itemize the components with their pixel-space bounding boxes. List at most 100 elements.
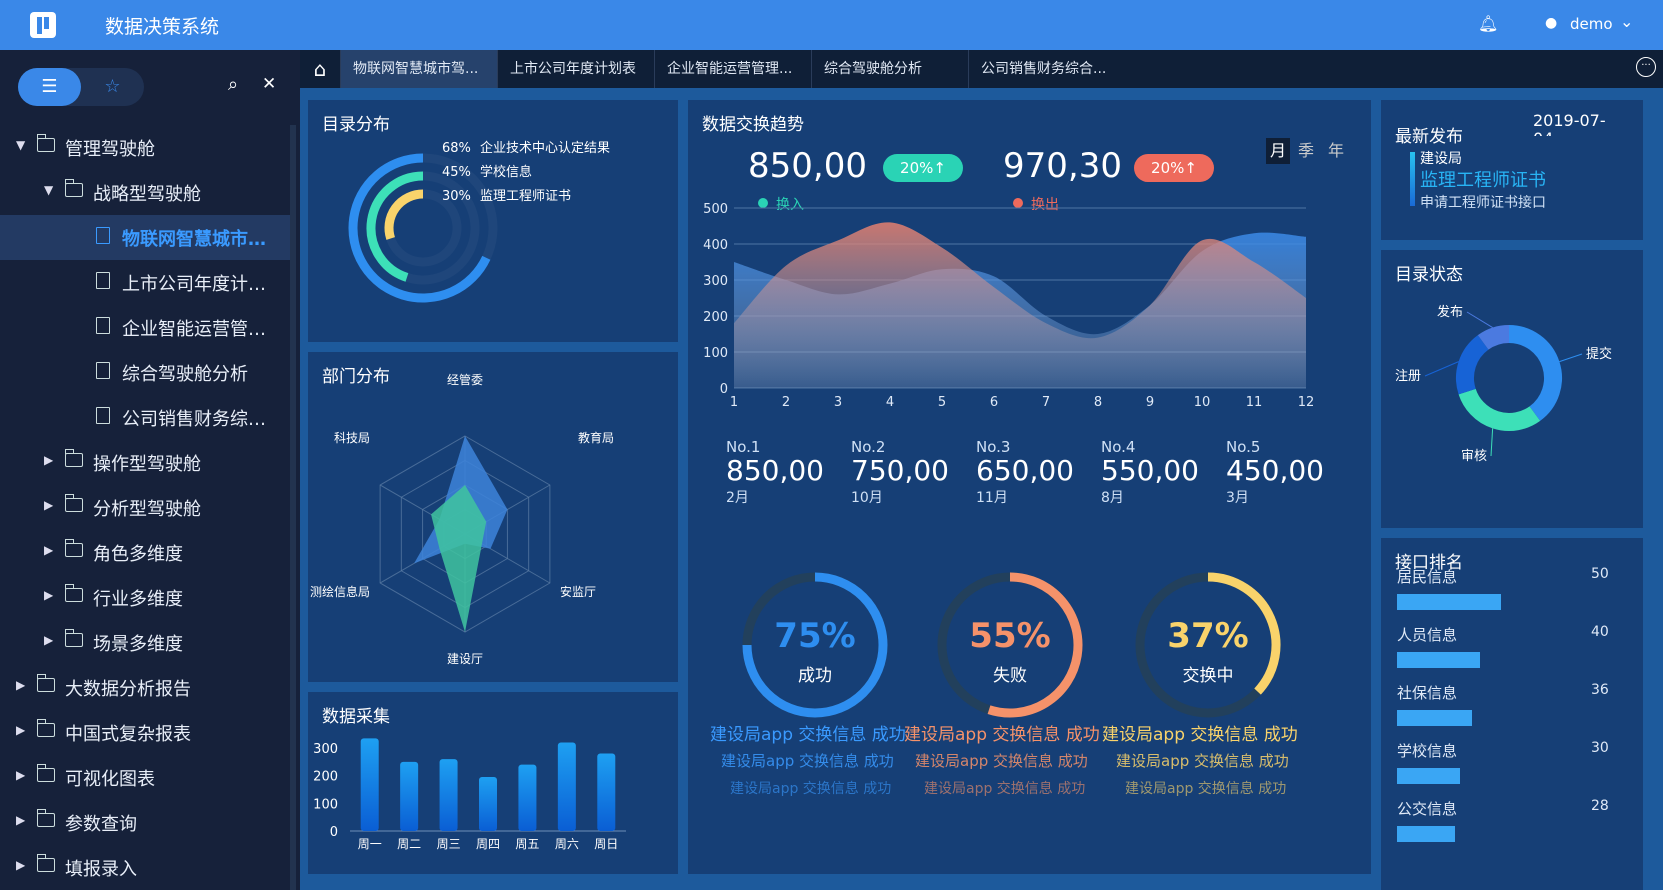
tree-item-9[interactable]: ▶ 角色多维度 xyxy=(0,530,292,575)
home-icon[interactable]: ⌂ xyxy=(313,57,327,81)
period-month[interactable]: 月 xyxy=(1266,138,1290,164)
tree-item-3[interactable]: 上市公司年度计划表 xyxy=(0,260,292,305)
tree-item-5[interactable]: 综合驾驶舱分析 xyxy=(0,350,292,395)
tab-4[interactable]: 公司销售财务综合... xyxy=(968,50,1125,88)
status-slice-1 xyxy=(1458,388,1541,431)
radar-axis-label-3: 建设厅 xyxy=(447,652,483,666)
tree-item-2[interactable]: 物联网智慧城市驾... xyxy=(0,215,292,260)
tree-item-6[interactable]: 公司销售财务综合... xyxy=(0,395,292,440)
tree-item-4[interactable]: 企业智能运营管理... xyxy=(0,305,292,350)
period-year[interactable]: 年 xyxy=(1327,141,1344,160)
trend-panel: 数据交换趋势 月 季 年 850,00 20%↑ 换入 970,30 20%↑ … xyxy=(688,100,1371,874)
chevron-down-icon[interactable]: ⌄ xyxy=(1620,12,1634,31)
user-icon[interactable]: ● xyxy=(1545,15,1558,31)
username[interactable]: demo xyxy=(1570,15,1613,33)
iface-bar xyxy=(1397,826,1455,842)
collect-panel: 数据采集 0 100 200 300 周一 周二 周三 周四 周五 周六 周日 xyxy=(308,692,678,874)
status-label-2: 注册 xyxy=(1395,369,1421,384)
folder-icon xyxy=(37,134,55,152)
favorites-button[interactable]: ☆ xyxy=(104,76,121,97)
tree-item-label: 大数据分析报告 xyxy=(65,679,191,700)
tree-item-label: 综合驾驶舱分析 xyxy=(122,364,248,385)
tree-expand-icon[interactable]: ▶ xyxy=(16,723,26,737)
tree-item-label: 企业智能运营管理... xyxy=(122,319,280,340)
tab-0[interactable]: 物联网智慧城市驾... xyxy=(340,50,497,88)
folder-icon xyxy=(65,629,83,647)
iface-bar xyxy=(1397,594,1501,610)
tree-expand-icon[interactable]: ▶ xyxy=(16,858,26,872)
catalog-chart: 68% 企业技术中心认定结果 45% 学校信息 30% 监理工程师证书 xyxy=(348,140,610,303)
tree-item-14[interactable]: ▶ 可视化图表 xyxy=(0,755,292,800)
status-slice-2 xyxy=(1456,335,1489,395)
tree-expand-icon[interactable]: ▶ xyxy=(44,543,54,557)
document-icon xyxy=(96,317,110,334)
collect-ytick-2: 200 xyxy=(313,770,338,785)
rank-value: 750,00 xyxy=(851,454,949,487)
tree-item-label: 战略型驾驶舱 xyxy=(93,184,201,205)
tree-item-12[interactable]: ▶ 大数据分析报告 xyxy=(0,665,292,710)
tree-expand-icon[interactable]: ▶ xyxy=(44,588,54,602)
ticker-2-2: 建设局app 交换信息 成功 xyxy=(1125,781,1287,797)
tree-item-10[interactable]: ▶ 行业多维度 xyxy=(0,575,292,620)
collect-bar-5 xyxy=(557,742,576,831)
tree-item-label: 管理驾驶舱 xyxy=(65,139,155,160)
tab-3[interactable]: 综合驾驶舱分析 xyxy=(811,50,968,88)
iface-value: 50 xyxy=(1591,566,1609,582)
bell-icon[interactable]: 🔔︎ xyxy=(1478,14,1499,33)
latest-headline[interactable]: 监理工程师证书 xyxy=(1420,170,1546,191)
sidebar-scrollbar[interactable] xyxy=(290,125,296,890)
collect-ytick-3: 300 xyxy=(313,742,338,757)
trend-area-1 xyxy=(734,222,1306,388)
period-quarter[interactable]: 季 xyxy=(1297,141,1314,160)
rank-value: 450,00 xyxy=(1226,454,1324,487)
tree-item-13[interactable]: ▶ 中国式复杂报表 xyxy=(0,710,292,755)
tree-item-7[interactable]: ▶ 操作型驾驶舱 xyxy=(0,440,292,485)
tab-1[interactable]: 上市公司年度计划表 xyxy=(497,50,654,88)
legend-out-label: 换出 xyxy=(1031,197,1059,213)
tree-expand-icon[interactable]: ▶ xyxy=(44,633,54,647)
tree-item-1[interactable]: ▼ 战略型驾驶舱 xyxy=(0,170,292,215)
ticker-2-0: 建设局app 交换信息 成功 xyxy=(730,781,892,797)
tree-item-0[interactable]: ▼ 管理驾驶舱 xyxy=(0,125,292,170)
folder-icon xyxy=(65,494,83,512)
tree-item-11[interactable]: ▶ 场景多维度 xyxy=(0,620,292,665)
ticker-2-1: 建设局app 交换信息 成功 xyxy=(924,781,1086,797)
gauge-arc-1 xyxy=(987,572,1083,718)
tree-item-8[interactable]: ▶ 分析型驾驶舱 xyxy=(0,485,292,530)
trend-xtick-0: 1 xyxy=(730,395,738,410)
list-view-button[interactable]: ☰ xyxy=(18,68,81,106)
tab-2[interactable]: 企业智能运营管理... xyxy=(654,50,811,88)
tree-expand-icon[interactable]: ▶ xyxy=(16,768,26,782)
radar-series-b xyxy=(431,485,487,632)
status-gauges: 75% 成功 55% 失败 37% 交换中 xyxy=(742,572,1281,718)
folder-icon xyxy=(65,179,83,197)
rank-month: 10月 xyxy=(851,490,883,506)
search-icon[interactable]: ⌕ xyxy=(228,74,239,95)
unpin-icon[interactable]: ✕ xyxy=(262,74,277,94)
tree-expand-icon[interactable]: ▼ xyxy=(16,138,26,152)
tree-expand-icon[interactable]: ▶ xyxy=(16,678,26,692)
tree-item-16[interactable]: ▶ 填报录入 xyxy=(0,845,292,890)
tree-expand-icon[interactable]: ▶ xyxy=(16,813,26,827)
folder-icon xyxy=(37,674,55,692)
tree-item-15[interactable]: ▶ 参数查询 xyxy=(0,800,292,845)
latest-dept: 建设局 xyxy=(1420,151,1462,167)
app-logo[interactable] xyxy=(30,12,56,38)
tree-item-label: 操作型驾驶舱 xyxy=(93,454,201,475)
more-icon[interactable]: ··· xyxy=(1636,57,1656,77)
tab-bar: ⌂ 物联网智慧城市驾... 上市公司年度计划表 企业智能运营管理... 综合驾驶舱分析… xyxy=(300,50,1663,88)
status-label-1: 审核 xyxy=(1461,449,1487,464)
gauge-label-0: 成功 xyxy=(798,666,832,686)
iface-title: 接口排名 xyxy=(1395,553,1463,573)
catalog-title: 目录分布 xyxy=(322,115,390,135)
tree-expand-icon[interactable]: ▶ xyxy=(44,453,54,467)
folder-icon xyxy=(37,809,55,827)
radar-axis-label-0: 经管委 xyxy=(447,372,483,387)
tree-expand-icon[interactable]: ▼ xyxy=(44,183,54,197)
collect-bar-4 xyxy=(518,764,537,831)
collect-xtick-1: 周二 xyxy=(397,837,421,851)
status-panel: 目录状态 提交 审核 注册 发布 xyxy=(1381,250,1643,528)
tree-expand-icon[interactable]: ▶ xyxy=(44,498,54,512)
trend-xtick-10: 11 xyxy=(1246,395,1263,410)
